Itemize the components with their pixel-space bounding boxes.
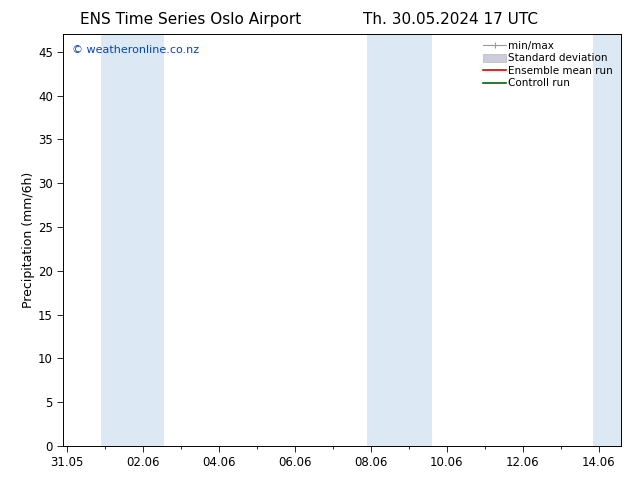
Bar bbox=[101, 34, 164, 446]
Bar bbox=[367, 34, 432, 446]
Text: ENS Time Series Oslo Airport: ENS Time Series Oslo Airport bbox=[80, 12, 301, 27]
Legend: min/max, Standard deviation, Ensemble mean run, Controll run: min/max, Standard deviation, Ensemble me… bbox=[480, 37, 618, 92]
Bar bbox=[593, 34, 621, 446]
Text: © weatheronline.co.nz: © weatheronline.co.nz bbox=[72, 45, 199, 54]
Y-axis label: Precipitation (mm/6h): Precipitation (mm/6h) bbox=[22, 172, 36, 308]
Text: Th. 30.05.2024 17 UTC: Th. 30.05.2024 17 UTC bbox=[363, 12, 538, 27]
